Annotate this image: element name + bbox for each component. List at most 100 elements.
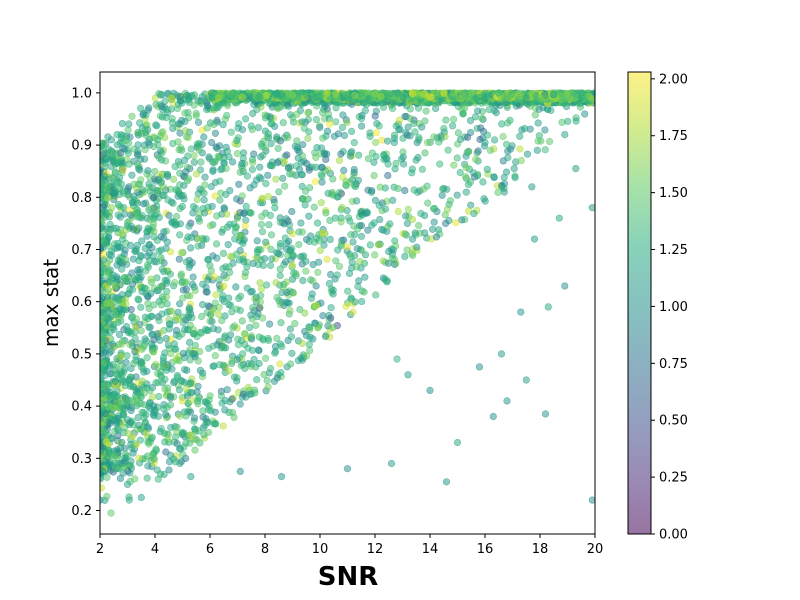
scatter-point — [203, 124, 211, 132]
scatter-point — [196, 98, 205, 106]
scatter-point — [249, 346, 257, 354]
scatter-point — [236, 467, 244, 476]
scatter-point — [246, 184, 254, 192]
scatter-point — [240, 210, 248, 218]
scatter-point — [412, 89, 420, 97]
scatter-point — [207, 183, 215, 191]
scatter-point — [126, 376, 134, 384]
scatter-point — [155, 176, 163, 184]
scatter-point — [292, 270, 300, 278]
scatter-point — [138, 237, 146, 245]
scatter-point — [226, 252, 234, 260]
scatter-point — [316, 123, 324, 132]
scatter-point — [242, 202, 250, 210]
scatter-point — [110, 459, 118, 468]
scatter-point — [191, 446, 199, 454]
scatter-point — [340, 236, 348, 244]
scatter-point — [221, 397, 229, 405]
scatter-point — [581, 110, 589, 118]
scatter-point — [120, 210, 129, 218]
scatter-point — [266, 113, 274, 121]
scatter-point — [502, 93, 510, 101]
colorbar-tick-label: 0.25 — [659, 471, 688, 486]
scatter-point — [424, 199, 432, 207]
scatter-point — [238, 126, 247, 134]
scatter-point — [287, 111, 295, 119]
scatter-point — [464, 133, 472, 141]
scatter-point — [454, 129, 463, 137]
y-tick-label: 1.0 — [71, 86, 92, 101]
scatter-point — [118, 119, 126, 128]
scatter-point — [503, 397, 511, 405]
scatter-point — [408, 235, 417, 243]
scatter-point — [148, 393, 157, 401]
scatter-point — [504, 119, 512, 127]
scatter-point — [100, 244, 105, 252]
scatter-point — [199, 424, 207, 432]
scatter-point — [134, 206, 142, 214]
scatter-point — [144, 300, 152, 308]
scatter-point — [198, 312, 206, 321]
scatter-point — [145, 241, 153, 249]
scatter-point — [212, 291, 220, 299]
scatter-point — [360, 288, 368, 296]
scatter-point — [497, 350, 506, 358]
scatter-point — [481, 89, 489, 97]
scatter-point — [470, 210, 478, 218]
scatter-point — [116, 257, 124, 266]
scatter-point — [287, 333, 296, 341]
scatter-point — [368, 149, 376, 157]
scatter-point — [257, 153, 265, 161]
scatter-point — [299, 277, 307, 285]
scatter-point — [155, 247, 163, 255]
scatter-point — [170, 455, 178, 463]
colorbar — [627, 71, 652, 535]
scatter-point — [385, 259, 393, 267]
scatter-point — [259, 336, 267, 344]
scatter-point — [208, 317, 216, 326]
scatter-point — [115, 330, 124, 339]
scatter-point — [338, 203, 346, 211]
scatter-point — [144, 167, 152, 175]
scatter-point — [164, 196, 172, 204]
scatter-point — [293, 110, 301, 118]
scatter-point — [109, 271, 117, 279]
scatter-point — [132, 323, 140, 331]
scatter-point — [390, 131, 399, 139]
scatter-point — [302, 257, 310, 265]
scatter-point — [444, 146, 452, 154]
scatter-point — [357, 222, 366, 230]
scatter-point — [146, 399, 154, 408]
scatter-point — [151, 167, 159, 176]
scatter-point — [479, 178, 487, 186]
scatter-point — [531, 111, 539, 119]
scatter-point — [498, 120, 506, 128]
scatter-point — [306, 325, 314, 334]
scatter-point — [166, 392, 175, 400]
colorbar-tick-label: 0.75 — [659, 357, 688, 372]
scatter-point — [140, 413, 148, 422]
scatter-point — [323, 255, 331, 263]
scatter-point — [288, 261, 297, 269]
scatter-point — [313, 219, 322, 227]
scatter-point — [105, 213, 113, 221]
colorbar-tick-label: 0.50 — [659, 414, 688, 429]
scatter-point — [391, 260, 399, 269]
scatter-point — [132, 246, 140, 254]
scatter-point — [537, 137, 545, 145]
scatter-point — [163, 170, 171, 179]
scatter-point — [472, 155, 480, 163]
scatter-point — [185, 304, 193, 312]
y-axis-ticks: 0.20.30.40.50.60.70.80.91.0 — [71, 86, 100, 519]
scatter-point — [238, 317, 246, 325]
scatter-point — [339, 111, 347, 119]
scatter-point — [213, 254, 221, 262]
scatter-point — [223, 386, 231, 394]
scatter-point — [391, 165, 399, 173]
scatter-point — [215, 94, 223, 102]
scatter-point — [146, 173, 154, 181]
scatter-point — [200, 196, 208, 204]
scatter-point — [302, 90, 311, 98]
scatter-point — [166, 321, 174, 329]
scatter-point — [125, 496, 133, 504]
